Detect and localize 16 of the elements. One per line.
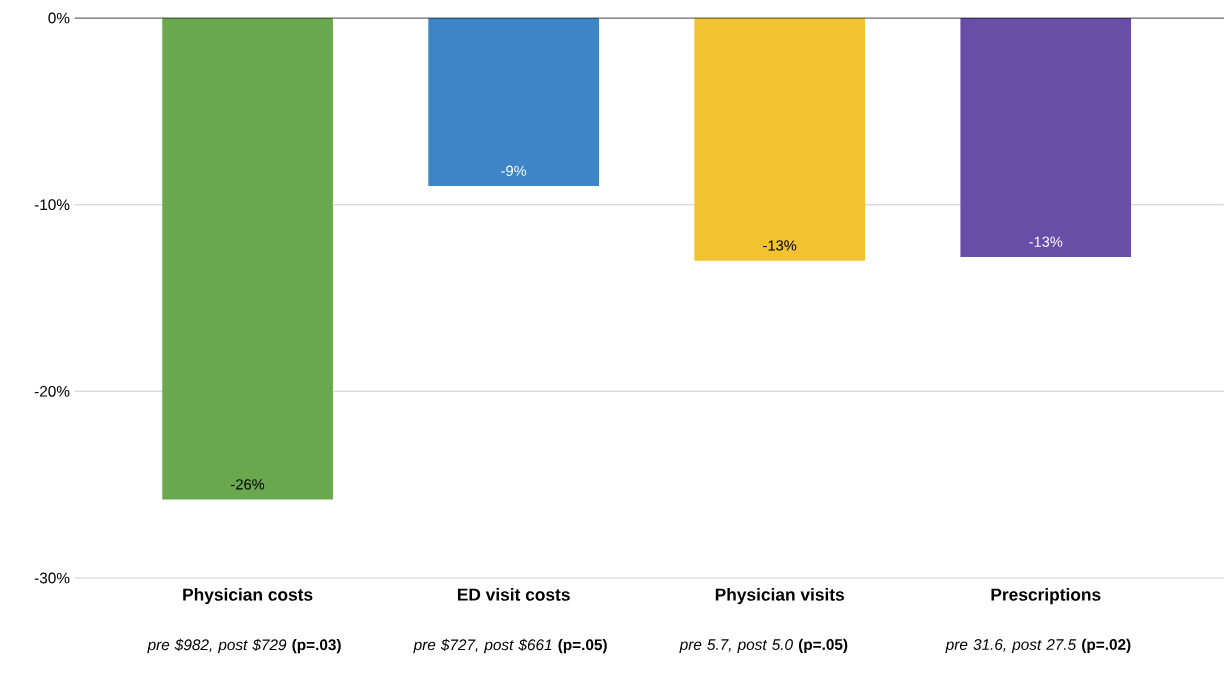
text: pre $982, post $729 (p=.03) [147, 638, 341, 654]
y-tick-label: -10% [34, 199, 70, 211]
y-tick-label: 0% [48, 12, 70, 24]
x-tick-label: Prescriptions [991, 588, 1101, 605]
x-tick-label: Physician costs [183, 588, 313, 605]
text: pre 31.6, post 27.5 (p=.02) [945, 638, 1131, 653]
text: pre 5.7, post 5.0 (p=.05) [679, 638, 848, 653]
data-label: -26% [231, 479, 265, 490]
data-label: -13% [1029, 236, 1063, 247]
text: pre $727, post $661 (p=.05) [413, 638, 607, 654]
data-label: -9% [501, 165, 527, 176]
y-tick-label: -20% [34, 385, 70, 397]
data-label: -13% [763, 240, 797, 251]
y-tick-label: -30% [34, 572, 70, 584]
x-tick-label: ED visit costs [457, 588, 570, 601]
x-tick-label: Physician visits [715, 588, 845, 605]
